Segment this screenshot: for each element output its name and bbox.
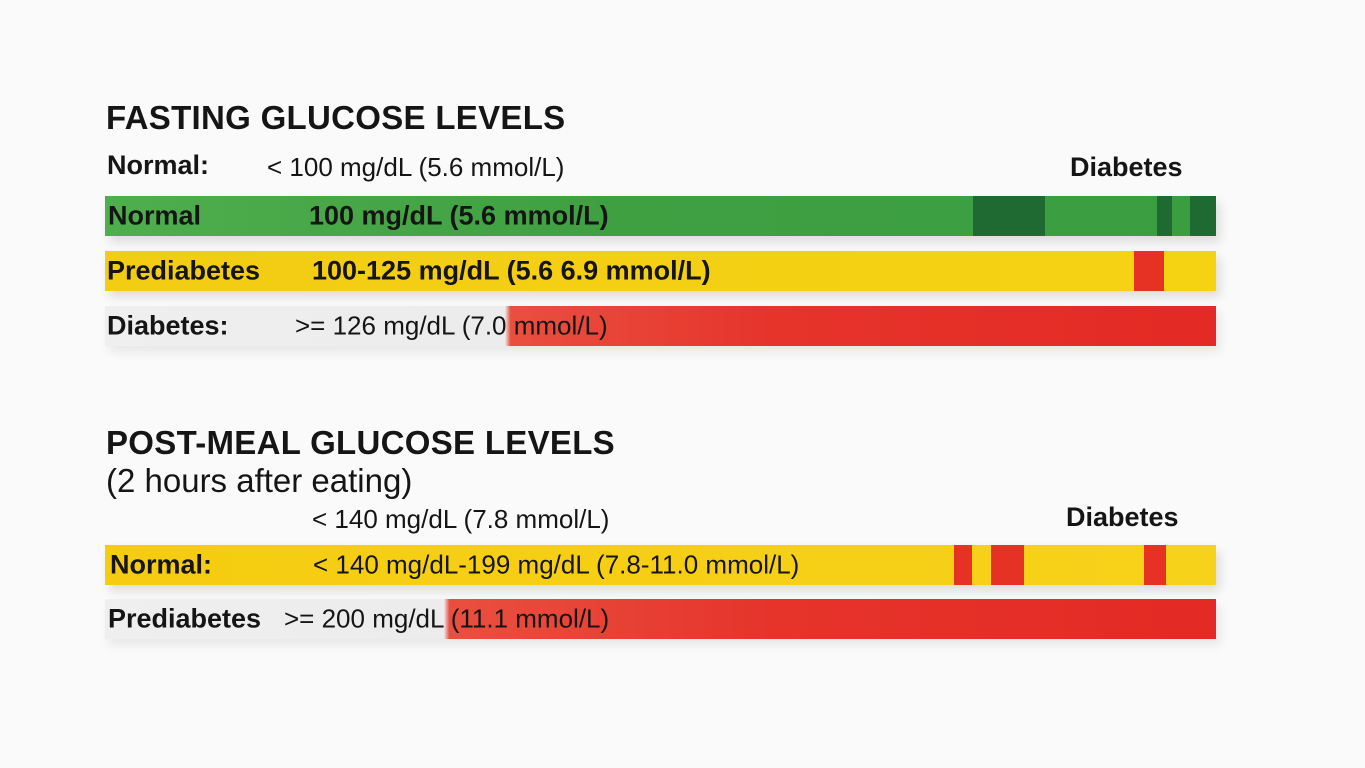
fasting-title: FASTING GLUCOSE LEVELS <box>106 99 566 136</box>
fasting-header-label: Normal: <box>107 150 210 180</box>
fasting-header-value: < 100 mg/dL (5.6 mmol/L) <box>267 152 565 182</box>
fasting-normal-label: Normal <box>108 200 202 231</box>
fasting-prediabetes-bar: Prediabetes 100-125 mg/dL (5.6 6.9 mmol/… <box>105 251 1216 291</box>
post-meal-normal-label: Normal: <box>110 549 213 580</box>
fasting-prediabetes-value: 100-125 mg/dL (5.6 6.9 mmol/L) <box>312 255 711 286</box>
post-meal-prediabetes-value: >= 200 mg/dL (11.1 mmol/L) <box>284 603 610 634</box>
bar-accent-segment <box>1134 251 1164 291</box>
post-meal-header-value: < 140 mg/dL (7.8 mmol/L) <box>312 504 610 534</box>
fasting-header-diabetes: Diabetes <box>1070 152 1183 182</box>
bar-accent-segment <box>1190 196 1216 236</box>
bar-accent-segment <box>954 545 972 585</box>
bar-accent-segment <box>973 196 1045 236</box>
post-meal-title: POST-MEAL GLUCOSE LEVELS <box>106 424 615 461</box>
fasting-diabetes-label: Diabetes: <box>107 310 229 341</box>
post-meal-subtitle: (2 hours after eating) <box>106 462 413 499</box>
fasting-prediabetes-label: Prediabetes <box>107 255 261 286</box>
fasting-diabetes-value: >= 126 mg/dL (7.0 mmol/L) <box>295 310 608 341</box>
post-meal-normal-bar: Normal: < 140 mg/dL-199 mg/dL (7.8-11.0 … <box>105 545 1216 585</box>
fasting-diabetes-bar: Diabetes: >= 126 mg/dL (7.0 mmol/L) <box>105 306 1216 346</box>
fasting-normal-bar: Normal 100 mg/dL (5.6 mmol/L) <box>105 196 1216 236</box>
bar-accent-segment <box>1157 196 1172 236</box>
post-meal-normal-value: < 140 mg/dL-199 mg/dL (7.8-11.0 mmol/L) <box>313 549 800 580</box>
bar-accent-segment <box>1144 545 1166 585</box>
fasting-normal-value: 100 mg/dL (5.6 mmol/L) <box>309 200 609 231</box>
post-meal-prediabetes-bar: Prediabetes >= 200 mg/dL (11.1 mmol/L) <box>105 599 1216 639</box>
post-meal-prediabetes-label: Prediabetes <box>108 603 262 634</box>
bar-accent-segment <box>991 545 1024 585</box>
post-meal-header-diabetes: Diabetes <box>1066 502 1179 532</box>
